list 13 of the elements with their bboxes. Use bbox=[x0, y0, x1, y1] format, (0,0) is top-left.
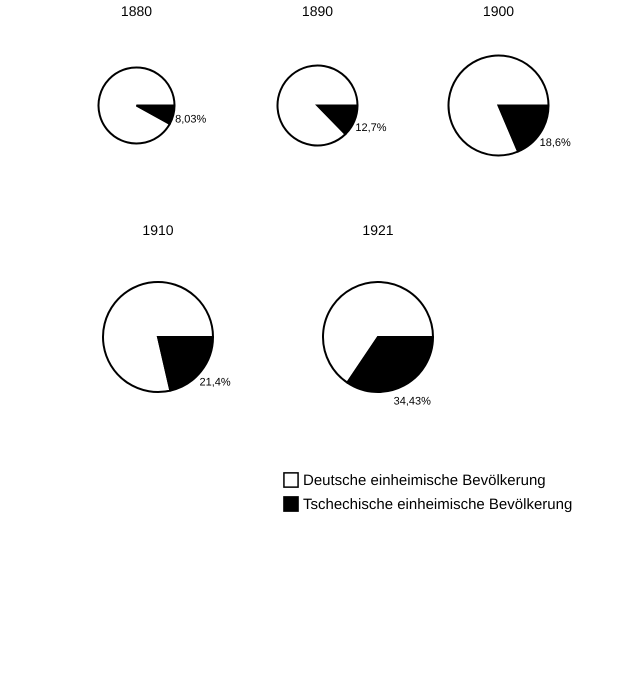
chart-title: 1910 bbox=[142, 222, 174, 238]
data-label: 21,4% bbox=[199, 376, 230, 388]
data-label: 18,6% bbox=[540, 137, 572, 150]
data-label: 8,03% bbox=[175, 113, 207, 126]
data-label: 34,43% bbox=[393, 395, 431, 408]
legend-label: Deutsche einheimische Bevölkerung bbox=[302, 472, 546, 489]
data-label: 12,7% bbox=[355, 122, 387, 134]
chart-title: 1890 bbox=[302, 3, 334, 19]
legend-label: Tschechische einheimische Bevölkerung bbox=[302, 496, 572, 513]
pie-slice bbox=[98, 66, 176, 144]
chart-title: 1880 bbox=[120, 3, 152, 19]
chart-title: 1921 bbox=[362, 222, 394, 238]
chart-title: 1900 bbox=[482, 3, 514, 19]
